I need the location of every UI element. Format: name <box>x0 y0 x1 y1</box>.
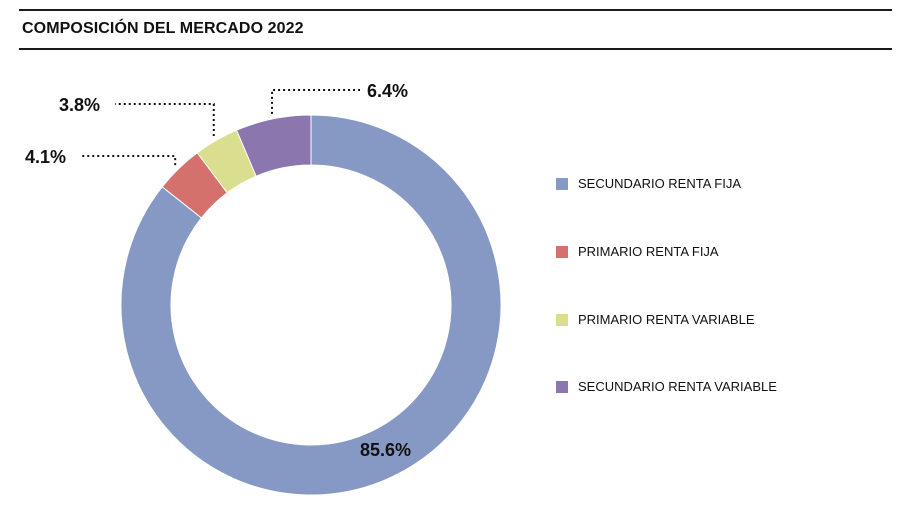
data-label-secundario-renta-variable: 6.4% <box>367 81 408 101</box>
chart-title: COMPOSICIÓN DEL MERCADO 2022 <box>22 20 304 37</box>
title-underline <box>19 48 892 50</box>
slice-secundario-renta-fija <box>120 114 502 496</box>
leader-line-primario-renta-fija <box>80 155 177 166</box>
legend-label: PRIMARIO RENTA FIJA <box>578 244 719 259</box>
legend-item-secundario-renta-variable: SECUNDARIO RENTA VARIABLE <box>556 379 777 394</box>
legend-swatch <box>556 177 568 190</box>
top-rule <box>19 9 892 11</box>
legend-swatch <box>556 380 568 393</box>
leader-line-primario-renta-variable <box>115 103 215 136</box>
legend-item-secundario-renta-fija: SECUNDARIO RENTA FIJA <box>556 176 741 191</box>
legend-label: PRIMARIO RENTA VARIABLE <box>578 312 755 327</box>
legend-label: SECUNDARIO RENTA FIJA <box>578 176 742 191</box>
legend-item-primario-renta-variable: PRIMARIO RENTA VARIABLE <box>556 312 755 327</box>
data-label-primario-renta-fija: 4.1% <box>25 147 66 167</box>
slice-secundario-renta-variable <box>235 114 312 177</box>
legend-swatch <box>556 313 568 326</box>
legend-label: SECUNDARIO RENTA VARIABLE <box>578 379 777 394</box>
data-label-primario-renta-variable: 3.8% <box>59 95 100 115</box>
legend-item-primario-renta-fija: PRIMARIO RENTA FIJA <box>556 244 719 259</box>
legend-swatch <box>556 245 568 258</box>
leader-line-secundario-renta-variable <box>271 89 360 114</box>
data-label-secundario-renta-fija: 85.6% <box>360 440 411 460</box>
